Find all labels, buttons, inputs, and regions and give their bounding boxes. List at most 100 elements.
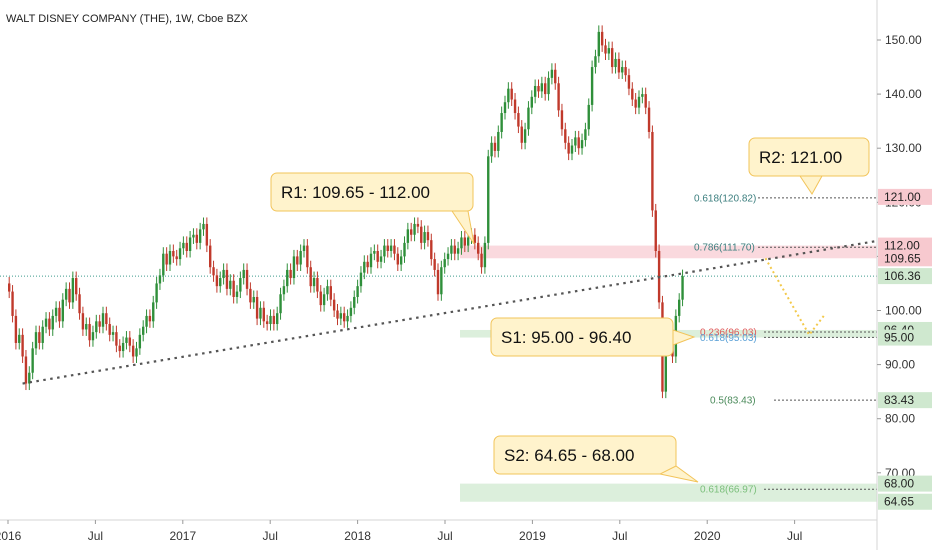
candle-body: [198, 229, 202, 243]
candle-body: [493, 142, 497, 151]
x-tick-label: 2016: [0, 529, 22, 543]
candle-body: [423, 232, 426, 243]
candle-body: [302, 245, 306, 251]
candle-body: [426, 232, 430, 241]
candle-body: [654, 210, 657, 251]
candle-body: [544, 83, 547, 95]
candle-body: [326, 286, 329, 295]
candle-body: [78, 294, 81, 314]
callout-pointer: [672, 329, 696, 346]
callout-text: S2: 64.65 - 68.00: [504, 446, 634, 465]
time-axis: 2016 Jul 2017 Jul 2018 Jul 2019 Jul 2020 Jul: [0, 520, 802, 543]
y-tick-label: 80.00: [885, 412, 915, 426]
zone-band: [460, 245, 877, 259]
callout-pointer: [451, 210, 475, 245]
price-tag-label: 95.00: [884, 331, 914, 345]
fib-label: 0.236(96.03): [700, 327, 757, 338]
candle-body: [75, 278, 78, 295]
candle-body: [158, 275, 162, 284]
y-tick-label: 150.00: [885, 33, 922, 47]
candle-body: [185, 242, 188, 251]
candle-body: [627, 75, 631, 89]
y-tick-label: 130.00: [885, 141, 922, 155]
candle-body: [272, 315, 276, 325]
candle-body: [567, 142, 570, 154]
price-tags-layer: 121.00112.00109.6596.4095.0083.4368.0064…: [878, 188, 932, 510]
candle-body: [446, 253, 450, 260]
x-tick-label: 2020: [694, 529, 721, 543]
x-tick-label: 2017: [169, 529, 196, 543]
candle-body: [188, 237, 192, 251]
candle-body: [597, 31, 600, 57]
candle-body: [54, 307, 58, 316]
candle-body: [322, 294, 326, 306]
candle-body: [145, 315, 148, 327]
price-tag-label: 121.00: [884, 190, 921, 204]
candle-body: [205, 223, 209, 246]
fib-levels-layer: 0.618(120.82)0.786(111.70)0.236(96.03)0.…: [694, 193, 877, 496]
candle-body: [389, 245, 393, 251]
price-tag: [878, 493, 932, 510]
candle-body: [513, 99, 517, 114]
candle-body: [416, 223, 420, 227]
x-tick-label: Jul: [437, 529, 452, 543]
x-tick-label: Jul: [612, 529, 627, 543]
candle-body: [276, 313, 279, 325]
candle-body: [111, 332, 115, 335]
candle-body: [44, 318, 48, 327]
fib-label: 0.618(66.97): [700, 485, 757, 496]
candle-body: [533, 85, 537, 97]
candle-body: [249, 288, 252, 303]
candle-body: [584, 129, 587, 141]
candle-body: [38, 332, 41, 343]
price-tag-label: 83.43: [884, 393, 914, 407]
candle-body: [58, 307, 61, 322]
candle-body: [554, 69, 557, 84]
candle-body: [557, 83, 560, 111]
candle-body: [118, 345, 121, 352]
candle-body: [560, 110, 564, 130]
candle-body: [262, 307, 265, 322]
price-tag-label: 109.65: [884, 251, 921, 265]
candle-body: [88, 324, 91, 341]
price-tag-label: 106.36: [884, 269, 921, 283]
price-tag-label: 64.65: [884, 495, 914, 509]
candle-body: [590, 67, 594, 105]
x-tick-label: Jul: [263, 529, 278, 543]
candle-body: [624, 67, 627, 76]
callout-text: R1: 109.65 - 112.00: [281, 183, 430, 202]
candle-body: [460, 237, 463, 249]
trendline-layer: [22, 239, 880, 385]
callout-box: [493, 435, 677, 475]
candle-body: [466, 237, 470, 246]
candle-body: [641, 94, 644, 97]
candle-body: [121, 342, 125, 352]
candle-body: [399, 256, 403, 265]
candle-body: [564, 129, 567, 143]
callout-text: S1: 95.00 - 96.40: [501, 328, 631, 347]
candle-body: [108, 324, 111, 335]
candle-body: [51, 315, 54, 330]
x-tick-label: 2019: [519, 529, 546, 543]
candle-body: [487, 156, 490, 243]
candle-body: [279, 294, 282, 314]
candle-body: [490, 142, 493, 157]
candle-body: [651, 131, 654, 211]
candle-body: [349, 307, 353, 316]
candle-body: [503, 102, 507, 114]
candle-body: [125, 337, 128, 343]
candle-body: [336, 310, 339, 319]
candle-body: [34, 332, 38, 349]
price-tag-label: 112.00: [884, 239, 920, 253]
fib-label: 0.618(120.82): [694, 193, 756, 204]
candle-body: [18, 334, 21, 343]
candle-body: [420, 226, 423, 243]
candle-body: [339, 313, 343, 319]
candle-body: [128, 337, 131, 346]
callout-box: [270, 172, 474, 212]
candle-body: [594, 56, 597, 68]
candle-body: [480, 253, 483, 268]
candle-body: [175, 256, 178, 260]
candle-body: [607, 48, 611, 54]
